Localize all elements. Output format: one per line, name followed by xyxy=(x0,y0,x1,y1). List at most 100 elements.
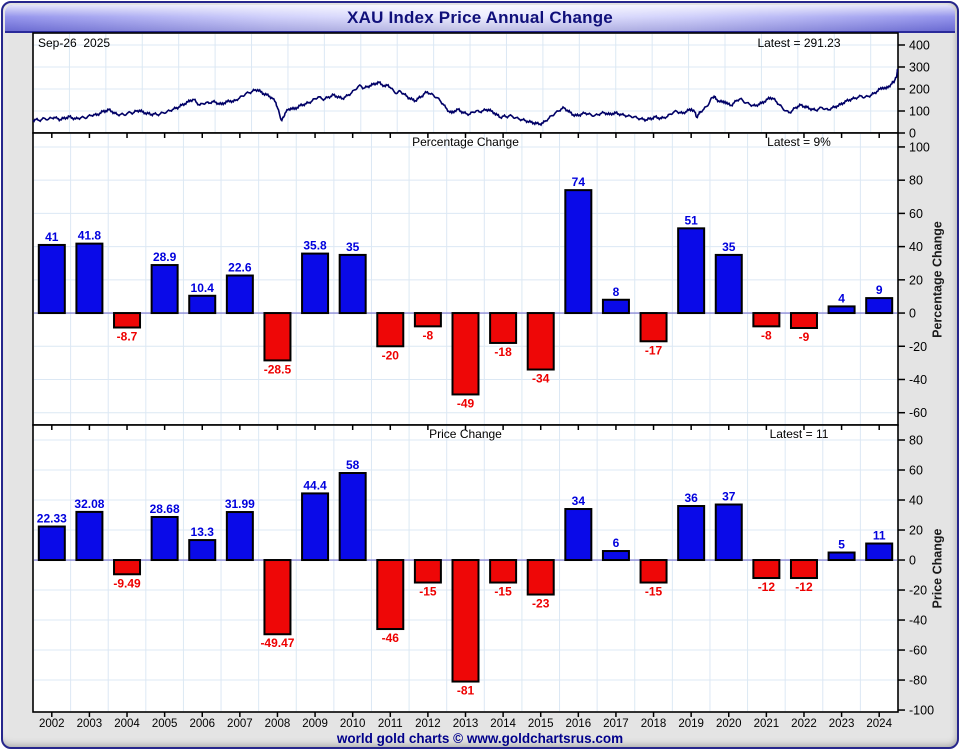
percentage-latest-label: Latest = 9% xyxy=(767,135,831,149)
positive-bar-2016 xyxy=(564,189,593,315)
positive-bar-2007 xyxy=(225,274,254,315)
negative-bar-2015 xyxy=(526,312,555,371)
y-axis-tick-label: 60 xyxy=(909,464,923,478)
bar-value-label: 35 xyxy=(722,240,736,254)
bar-value-label: -18 xyxy=(494,345,512,359)
bar-value-label: 28.68 xyxy=(150,502,180,516)
positive-bar-2023 xyxy=(827,305,856,315)
bar-value-label: 41 xyxy=(45,230,59,244)
positive-bar-2009 xyxy=(301,252,330,315)
bar-value-label: 44.4 xyxy=(303,478,327,492)
y-axis-tick-label: 60 xyxy=(909,207,923,221)
y-axis-tick-label: 80 xyxy=(909,434,923,448)
positive-bar-2010 xyxy=(338,472,367,562)
y-axis-tick-label: -20 xyxy=(909,340,927,354)
year-label: 2005 xyxy=(152,718,178,730)
negative-bar-2008 xyxy=(263,312,292,362)
negative-bar-2018 xyxy=(639,312,668,343)
bar-value-label: 35 xyxy=(346,240,360,254)
negative-bar-2014 xyxy=(489,559,518,584)
year-label: 2023 xyxy=(829,718,855,730)
y-axis-tick-label: 100 xyxy=(909,104,930,118)
y-axis-tick-label: 20 xyxy=(909,273,923,287)
xau-price-line xyxy=(32,68,899,127)
bar-value-label: 41.8 xyxy=(78,229,102,243)
bar-value-label: 6 xyxy=(613,536,620,550)
positive-bar-2017 xyxy=(601,298,630,315)
positive-bar-2002 xyxy=(37,243,66,315)
bar-value-label: 5 xyxy=(838,538,845,552)
positive-bar-2024 xyxy=(865,297,894,315)
year-label: 2018 xyxy=(641,718,667,730)
year-label: 2008 xyxy=(265,718,291,730)
negative-bar-2021 xyxy=(752,559,781,580)
negative-bar-2012 xyxy=(413,559,442,584)
bar-value-label: 32.08 xyxy=(74,497,104,511)
bar-value-label: -34 xyxy=(532,372,550,386)
year-label: 2014 xyxy=(490,718,516,730)
negative-bar-2022 xyxy=(789,559,818,580)
bar-value-label: -20 xyxy=(382,348,400,362)
y-axis-tick-label: -40 xyxy=(909,614,927,628)
negative-bar-2015 xyxy=(526,559,555,596)
percentage-change-axis-label: Percentage Change xyxy=(930,221,945,338)
year-label: 2004 xyxy=(114,718,140,730)
year-label: 2013 xyxy=(453,718,479,730)
year-label: 2006 xyxy=(189,718,215,730)
bar-value-label: -46 xyxy=(382,631,400,645)
page-title: XAU Index Price Annual Change xyxy=(347,8,613,27)
y-axis-tick-label: 0 xyxy=(909,307,916,321)
bar-value-label: 58 xyxy=(346,458,360,472)
bar-value-label: 51 xyxy=(684,213,698,227)
bar-value-label: 74 xyxy=(572,175,586,189)
date-label: Sep-26 2025 xyxy=(38,36,111,50)
positive-bar-2003 xyxy=(75,242,104,315)
negative-bar-2011 xyxy=(376,559,405,631)
positive-bar-2024 xyxy=(865,542,894,562)
bar-value-label: -28.5 xyxy=(264,362,292,376)
negative-bar-2018 xyxy=(639,559,668,584)
bar-value-label: -12 xyxy=(795,580,813,594)
year-label: 2009 xyxy=(302,718,328,730)
year-label: 2007 xyxy=(227,718,253,730)
price-change-axis-label: Price Change xyxy=(930,528,945,609)
bar-value-label: -81 xyxy=(457,684,475,698)
bar-value-label: -8 xyxy=(761,328,772,342)
y-axis-tick-label: -20 xyxy=(909,584,927,598)
bar-value-label: 8 xyxy=(613,285,620,299)
negative-bar-2021 xyxy=(752,312,781,328)
year-label: 2019 xyxy=(678,718,704,730)
positive-bar-2002 xyxy=(37,525,66,562)
y-axis-tick-label: 0 xyxy=(909,127,916,141)
bar-value-label: -9.49 xyxy=(113,576,141,590)
positive-bar-2006 xyxy=(188,294,217,315)
negative-bar-2004 xyxy=(113,312,142,329)
y-axis-tick-label: 40 xyxy=(909,494,923,508)
bar-value-label: -8 xyxy=(423,328,434,342)
bar-value-label: 34 xyxy=(572,494,586,508)
positive-bar-2010 xyxy=(338,253,367,315)
positive-bar-2003 xyxy=(75,510,104,562)
bar-value-label: -15 xyxy=(645,585,663,599)
bar-value-label: -15 xyxy=(494,585,512,599)
year-label: 2016 xyxy=(566,718,592,730)
bar-value-label: 28.9 xyxy=(153,250,177,264)
year-label: 2003 xyxy=(77,718,103,730)
y-axis-tick-label: 0 xyxy=(909,554,916,568)
bar-value-label: -49.47 xyxy=(260,636,294,650)
y-axis-tick-label: 20 xyxy=(909,524,923,538)
y-axis-tick-label: -80 xyxy=(909,674,927,688)
year-label: 2021 xyxy=(754,718,780,730)
negative-bar-2012 xyxy=(413,312,442,328)
negative-bar-2014 xyxy=(489,312,518,344)
y-axis-tick-label: 40 xyxy=(909,240,923,254)
y-axis-tick-label: -40 xyxy=(909,373,927,387)
positive-bar-2005 xyxy=(150,264,179,315)
year-label: 2012 xyxy=(415,718,441,730)
positive-bar-2006 xyxy=(188,539,217,562)
year-label: 2011 xyxy=(378,718,403,730)
bar-value-label: -12 xyxy=(758,580,776,594)
bar-value-label: -49 xyxy=(457,396,475,410)
year-label: 2024 xyxy=(866,718,892,730)
